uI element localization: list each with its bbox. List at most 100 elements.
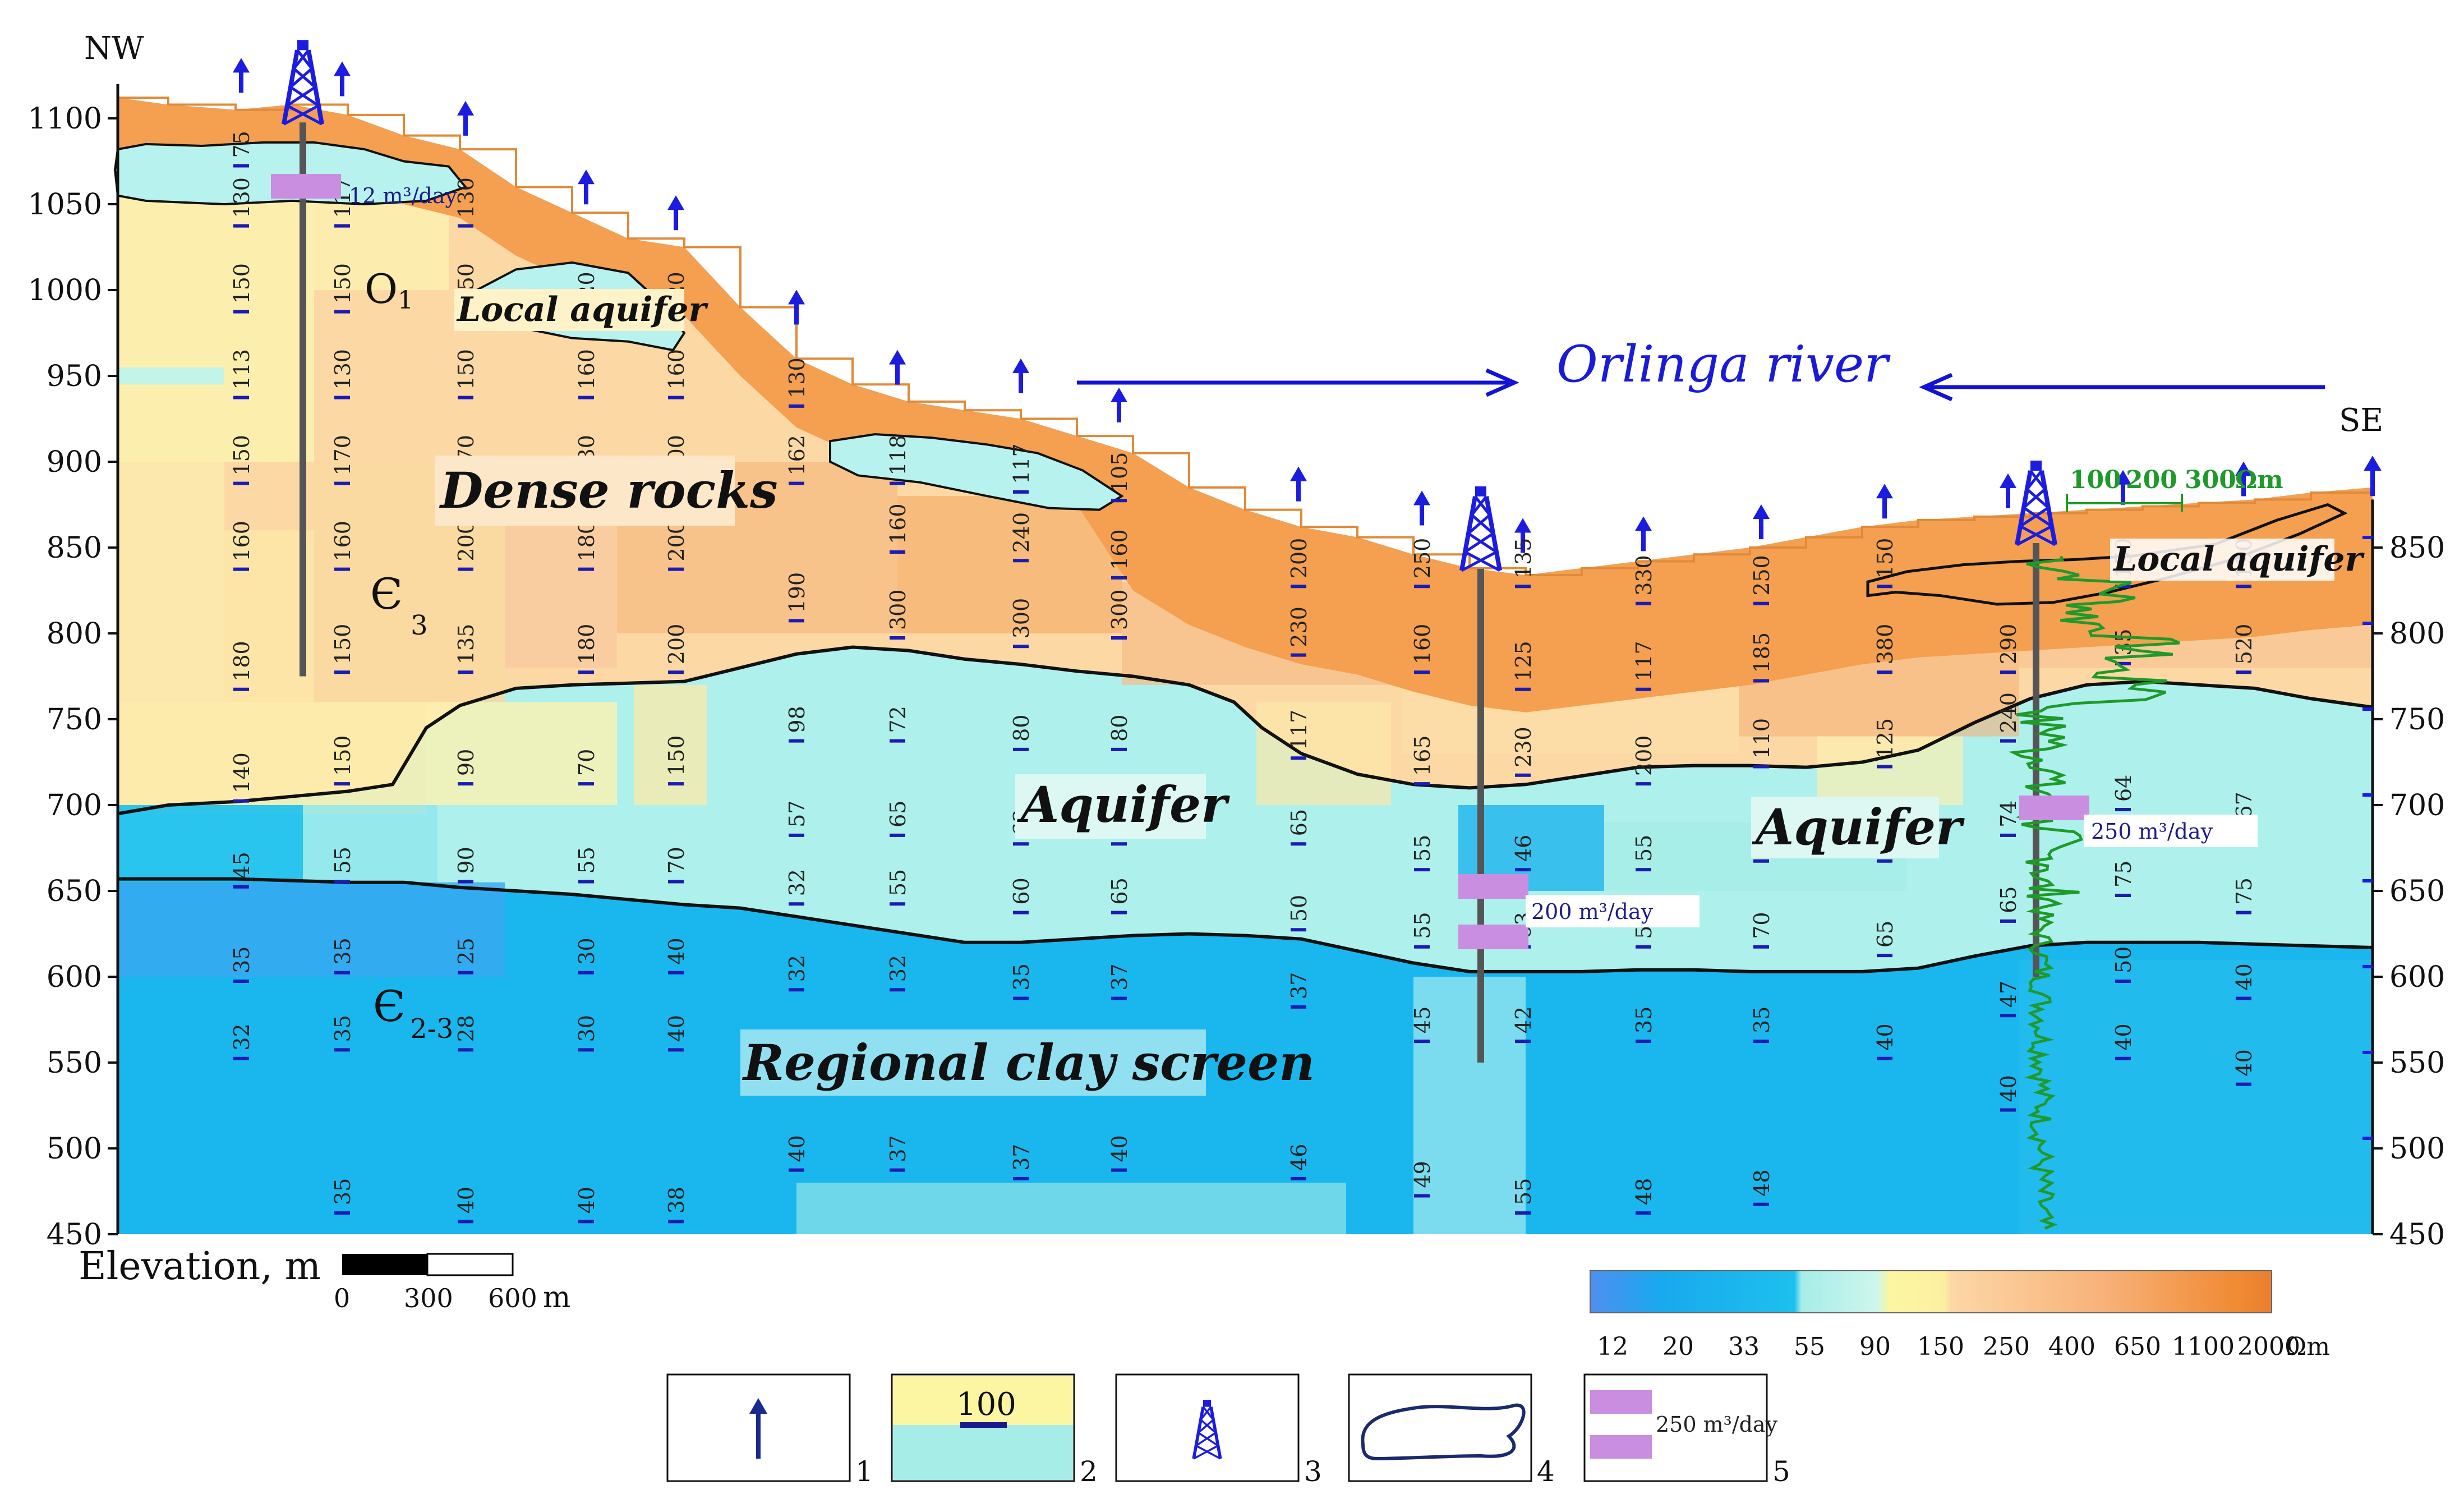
sounding-value: 40 [785, 1135, 809, 1162]
sounding-value: 75 [229, 131, 254, 158]
left-axis-tick: 850 [47, 531, 102, 565]
direction-nw: NW [84, 30, 144, 67]
sounding-value: 45 [229, 852, 254, 879]
sounding-value: 150 [229, 435, 254, 476]
sounding-value: 38 [664, 1187, 689, 1213]
color-scale-tick: 650 [2114, 1332, 2161, 1361]
aquifer-label-left: Aquifer [1017, 775, 1230, 834]
log-tick-300: 300 [2185, 466, 2236, 494]
yield-label: 12 m³/day [349, 183, 457, 208]
sounding-arrow-head [2235, 461, 2252, 476]
sounding-value: 200 [1632, 735, 1656, 776]
sounding-value: 150 [330, 624, 355, 665]
drill-rig-icon [1192, 1400, 1222, 1460]
sounding-value: 250 [1749, 555, 1774, 596]
sounding-value: 200 [454, 521, 478, 562]
sounding-value: 160 [574, 349, 599, 390]
local-aquifer-outline [1866, 503, 2348, 606]
legend-num-4: 4 [1537, 1455, 1555, 1488]
left-axis-tick: 800 [47, 617, 102, 651]
sounding-value: 150 [330, 263, 355, 304]
scale-tick-300: 300 [404, 1283, 453, 1313]
sounding-value: 35 [1009, 963, 1034, 990]
sounding-value: 135 [1511, 538, 1536, 579]
legend-num-2: 2 [1080, 1455, 1098, 1488]
sounding-value: 55 [1410, 912, 1435, 939]
sounding-value: 90 [454, 847, 478, 874]
left-elevation-axis: 1100 1050 1000 950 900 850 800 750 700 650 600 550 5… [28, 84, 119, 1252]
sounding-value: 55 [574, 847, 599, 874]
sounding-value: 40 [574, 1187, 599, 1213]
sounding-station: 1172403008063603537 [1009, 358, 1034, 1180]
yield-bar [2019, 796, 2089, 820]
sounding-value: 32 [229, 1023, 254, 1050]
left-axis-tick: 1050 [28, 188, 102, 222]
sounding-value: 55 [1410, 835, 1435, 862]
sounding-arrow-head [1635, 516, 1652, 531]
left-axis-tick: 1000 [28, 274, 102, 307]
sounding-value: 200 [664, 521, 689, 562]
color-scale-tick: 400 [2048, 1332, 2095, 1361]
near-surface-layer [118, 98, 2373, 712]
resistivity-tick-icon [893, 1376, 1073, 1480]
scale-tick-600: 600 [488, 1283, 537, 1313]
sounding-value: 150 [229, 263, 254, 304]
sounding-arrow-head [457, 100, 474, 116]
sounding-value: 250 [1410, 538, 1435, 579]
left-axis-tick: 450 [47, 1218, 102, 1252]
drill-rig-icon [282, 40, 324, 126]
sounding-value: 37 [1009, 1144, 1034, 1171]
sounding-value: 74 [1996, 801, 2021, 828]
sounding-value: 160 [886, 503, 910, 544]
sounding-value: 32 [886, 955, 910, 982]
sounding-value: 35 [2111, 629, 2136, 656]
scale-tick-0: 0 [334, 1283, 350, 1313]
sounding-station: 130 162 190 98 57 32 32 40 [785, 289, 809, 1172]
yield-label: 200 m³/day [1531, 899, 1654, 924]
sounding-station: 250 160 165 55 55 45 49 [1410, 490, 1435, 1198]
legend-value-5: 250 m³/day [1656, 1412, 1778, 1437]
yield-bar-icon [1590, 1435, 1652, 1459]
sounding-value: 37 [1287, 972, 1311, 999]
sounding-arrow-head [1111, 387, 1127, 402]
sounding-value: 30 [574, 1015, 599, 1042]
clay-screen-label: Regional clay screen [741, 1033, 1315, 1092]
river-annotation: Orlinga river [1077, 335, 2325, 402]
left-axis-tick: 950 [47, 360, 102, 393]
sounding-arrow-head [233, 58, 250, 73]
color-scale-tick: 250 [1983, 1332, 2030, 1361]
sounding-arrow-head [889, 350, 906, 365]
color-scale-tick: 1100 [2172, 1332, 2235, 1361]
sounding-value: 42 [1511, 1006, 1536, 1033]
sounding-value: 40 [454, 1187, 478, 1213]
sounding-value: 185 [1749, 632, 1774, 673]
sounding-value: 72 [886, 706, 910, 733]
sounding-value: 60 [1009, 877, 1034, 904]
sounding-value: 135 [454, 624, 478, 665]
resistivity-log-scale: 100 200 300 Ωm [2066, 466, 2283, 512]
sounding-arrow-head [2000, 473, 2016, 488]
elevation-label: Elevation, m [79, 1244, 321, 1289]
sounding-station: 118 160 300 72 65 55 32 37 [886, 350, 910, 1172]
sounding-arrow-head [1753, 504, 1770, 519]
sounding-value: 55 [330, 847, 355, 874]
sounding-value: 160 [330, 521, 355, 562]
local-aquifer-outline [113, 141, 468, 206]
sounding-value: 520 [2232, 624, 2256, 665]
legend-num-3: 3 [1304, 1455, 1322, 1488]
sounding-value: 140 [229, 752, 254, 793]
sounding-value: 70 [1749, 912, 1774, 939]
legend-num-1: 1 [855, 1455, 873, 1488]
sounding-value: 190 [785, 572, 809, 613]
aquifer-label-right: Aquifer [1752, 798, 1965, 856]
log-tick-200: 200 [2126, 466, 2177, 494]
sounding-value: 70 [664, 847, 689, 874]
sounding-value: 35 [330, 1178, 355, 1205]
sounding-value: 380 [1873, 624, 1897, 665]
drill-rig-icon [1192, 1400, 1222, 1460]
sounding-value: 240 [1996, 692, 2021, 733]
scale-unit: m [543, 1281, 570, 1314]
sounding-value: 40 [2232, 963, 2256, 990]
sounding-value: 130 [229, 177, 254, 218]
